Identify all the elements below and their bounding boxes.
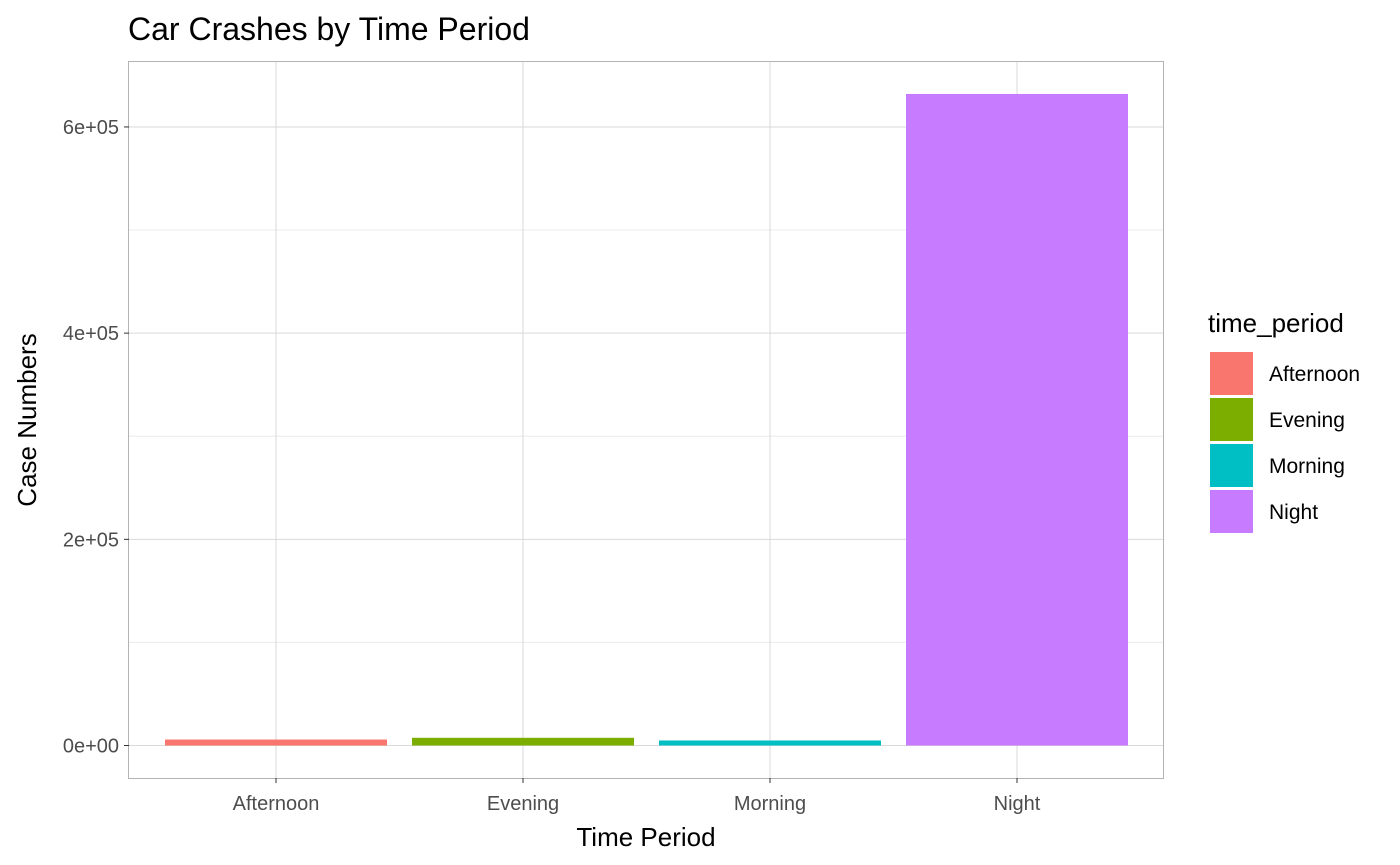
x-tick-label: Evening [487, 793, 559, 815]
legend-title: time_period [1208, 308, 1344, 338]
chart-title: Car Crashes by Time Period [128, 11, 530, 47]
bar-morning [659, 740, 881, 746]
legend-swatch-night [1210, 490, 1253, 533]
legend-swatch-evening [1210, 398, 1253, 441]
legend-entries: Afternoon Evening Morning Night [1210, 352, 1360, 533]
y-tick-label: 0e+00 [63, 736, 119, 758]
x-tick-label: Afternoon [233, 793, 320, 815]
legend-label-afternoon: Afternoon [1269, 363, 1360, 386]
legend-label-morning: Morning [1269, 455, 1345, 478]
legend-swatch-afternoon [1210, 352, 1253, 395]
y-tick-label: 4e+05 [63, 323, 119, 345]
bar-night [906, 93, 1128, 746]
x-tick-label: Morning [734, 793, 806, 815]
x-tick-label: Night [994, 793, 1041, 815]
legend-label-evening: Evening [1269, 409, 1345, 432]
bar-evening [412, 737, 634, 746]
legend: time_period Afternoon Evening Morning Night [1208, 308, 1360, 533]
y-tick-label: 6e+05 [63, 117, 119, 139]
x-axis-ticks: Afternoon Evening Morning Night [233, 778, 1041, 815]
y-tick-label: 2e+05 [63, 529, 119, 551]
legend-label-night: Night [1269, 501, 1318, 524]
legend-swatch-morning [1210, 444, 1253, 487]
y-axis-ticks: 0e+00 2e+05 4e+05 6e+05 [63, 117, 129, 758]
bars [165, 93, 1128, 746]
bar-afternoon [165, 739, 387, 746]
y-axis-label: Case Numbers [12, 333, 42, 506]
x-axis-label: Time Period [576, 822, 715, 852]
